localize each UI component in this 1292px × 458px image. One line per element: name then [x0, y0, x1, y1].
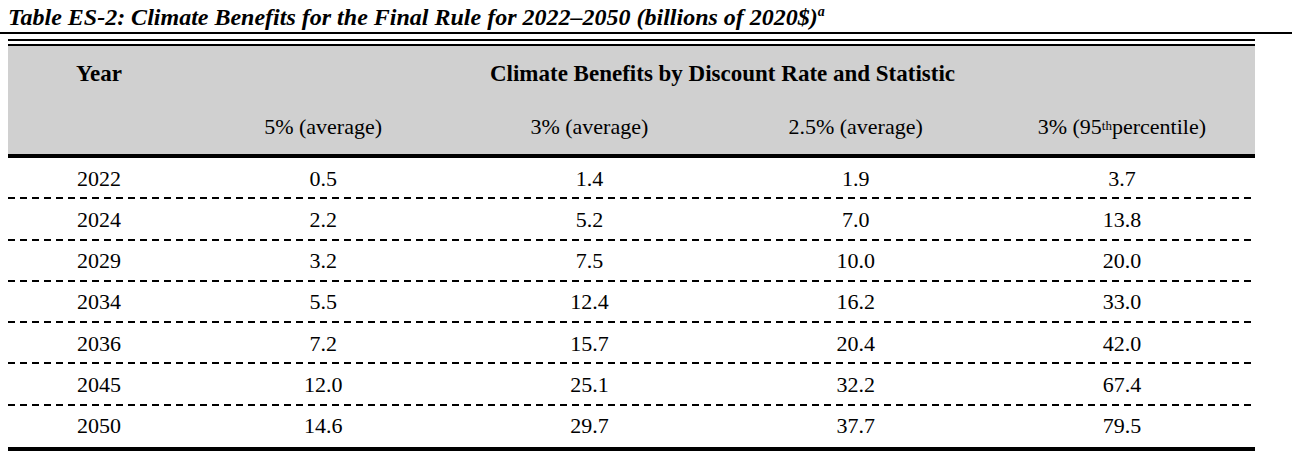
column-header-5pct-average: 5% (average)	[190, 100, 456, 154]
value-cell: 37.7	[723, 406, 989, 447]
table-body: 2022 0.5 1.4 1.9 3.7 2024 2.2 5.2 7.0 13…	[8, 158, 1255, 447]
header-row-columns: 5% (average) 3% (average) 2.5% (average)…	[8, 100, 1255, 154]
value-cell: 10.0	[723, 241, 989, 282]
value-cell: 1.9	[723, 158, 989, 199]
table-row-2024: 2024 2.2 5.2 7.0 13.8	[8, 199, 1255, 240]
value-cell: 2.2	[190, 199, 456, 240]
table-row-2045: 2045 12.0 25.1 32.2 67.4	[8, 364, 1255, 405]
header-row-group: Year Climate Benefits by Discount Rate a…	[8, 46, 1255, 100]
value-cell: 20.4	[723, 323, 989, 364]
value-cell: 79.5	[989, 406, 1255, 447]
column-header-text: percentile)	[1112, 116, 1206, 138]
table-header: Year Climate Benefits by Discount Rate a…	[8, 46, 1255, 154]
value-cell: 12.0	[190, 364, 456, 405]
value-cell: 0.5	[190, 158, 456, 199]
table-top-double-rule	[8, 39, 1255, 46]
year-cell: 2024	[8, 199, 190, 240]
year-cell: 2034	[8, 282, 190, 323]
column-header-3pct-95th-percentile: 3% (95th percentile)	[989, 100, 1255, 154]
value-cell: 7.0	[723, 199, 989, 240]
year-cell: 2045	[8, 364, 190, 405]
table-row-2036: 2036 7.2 15.7 20.4 42.0	[8, 323, 1255, 364]
year-cell: 2050	[8, 406, 190, 447]
table-bottom-rule	[8, 447, 1255, 451]
climate-benefits-table: Year Climate Benefits by Discount Rate a…	[8, 39, 1255, 451]
header-spacer-cell	[8, 100, 190, 154]
value-cell: 14.6	[190, 406, 456, 447]
column-header-3pct-average: 3% (average)	[456, 100, 722, 154]
value-cell: 1.4	[456, 158, 722, 199]
value-cell: 29.7	[456, 406, 722, 447]
value-cell: 3.7	[989, 158, 1255, 199]
value-cell: 15.7	[456, 323, 722, 364]
table-row-2034: 2034 5.5 12.4 16.2 33.0	[8, 282, 1255, 323]
year-cell: 2022	[8, 158, 190, 199]
column-header-2-5pct-average: 2.5% (average)	[723, 100, 989, 154]
column-group-header: Climate Benefits by Discount Rate and St…	[190, 46, 1255, 100]
value-cell: 20.0	[989, 241, 1255, 282]
table-row-2050: 2050 14.6 29.7 37.7 79.5	[8, 406, 1255, 447]
value-cell: 13.8	[989, 199, 1255, 240]
table-row-2029: 2029 3.2 7.5 10.0 20.0	[8, 241, 1255, 282]
value-cell: 42.0	[989, 323, 1255, 364]
table-title-footnote-marker: a	[818, 4, 825, 19]
column-header-text: 3% (95	[1038, 116, 1102, 138]
year-cell: 2036	[8, 323, 190, 364]
column-header-text: 2.5% (average)	[788, 116, 922, 138]
value-cell: 7.2	[190, 323, 456, 364]
document-page: Table ES-2: Climate Benefits for the Fin…	[0, 0, 1292, 458]
year-cell: 2029	[8, 241, 190, 282]
table-row-2022: 2022 0.5 1.4 1.9 3.7	[8, 158, 1255, 199]
value-cell: 33.0	[989, 282, 1255, 323]
column-header-text: 3% (average)	[530, 116, 648, 138]
value-cell: 67.4	[989, 364, 1255, 405]
table-title: Table ES-2: Climate Benefits for the Fin…	[0, 0, 1292, 34]
column-header-year: Year	[8, 46, 190, 100]
column-header-text: 5% (average)	[264, 116, 382, 138]
value-cell: 5.5	[190, 282, 456, 323]
value-cell: 12.4	[456, 282, 722, 323]
value-cell: 5.2	[456, 199, 722, 240]
value-cell: 32.2	[723, 364, 989, 405]
value-cell: 7.5	[456, 241, 722, 282]
table-title-text: Table ES-2: Climate Benefits for the Fin…	[8, 4, 818, 30]
value-cell: 3.2	[190, 241, 456, 282]
value-cell: 16.2	[723, 282, 989, 323]
value-cell: 25.1	[456, 364, 722, 405]
